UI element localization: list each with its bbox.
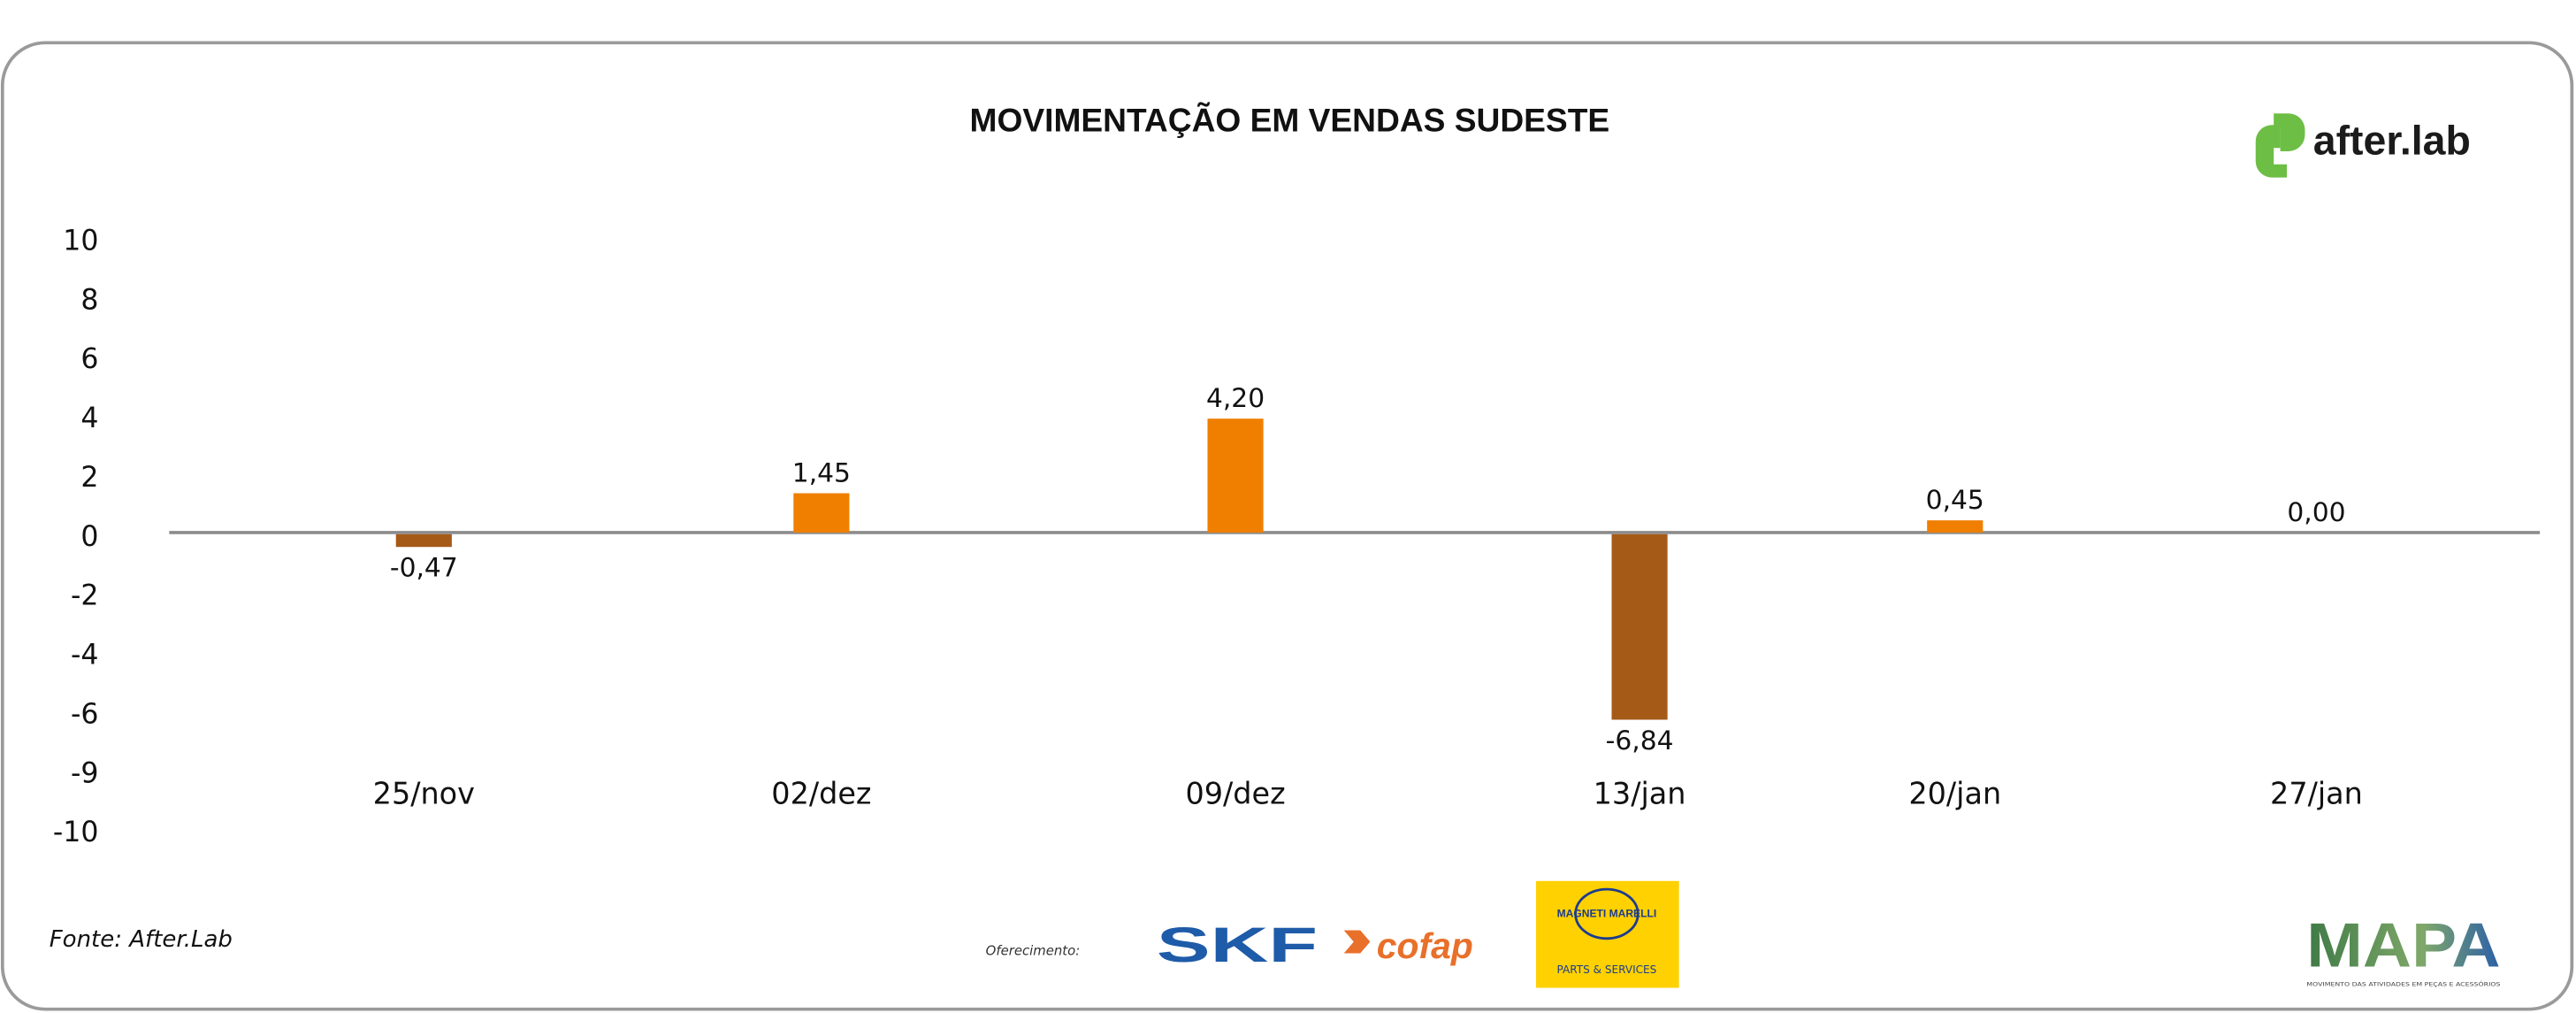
data-label: -6,84 <box>1606 725 1674 756</box>
afterlab-mark-icon <box>2274 113 2305 151</box>
parts-services-text: PARTS & SERVICES <box>1556 963 1656 976</box>
bar-09-dez <box>1207 418 1264 533</box>
bar-25-nov <box>395 533 452 548</box>
cofap-logo: cofap <box>1343 925 1473 966</box>
x-tick-label: 25/nov <box>373 776 475 810</box>
y-tick-label: -6 <box>71 698 99 730</box>
bar-20-jan <box>1927 520 1984 533</box>
mapa-wordmark: MAPA <box>2306 909 2500 979</box>
y-tick-label: 4 <box>80 403 98 434</box>
afterlab-wordmark: after.lab <box>2313 118 2471 164</box>
x-tick-label: 27/jan <box>2270 776 2363 810</box>
source-note: Fonte: After.Lab <box>50 926 233 953</box>
bar-02-dez <box>793 493 850 533</box>
data-label: 0,45 <box>1926 485 1984 516</box>
y-tick-label: -4 <box>71 640 99 671</box>
y-tick-label: 6 <box>80 343 98 375</box>
data-label: -0,47 <box>390 553 458 584</box>
chart-title: MOVIMENTAÇÃO EM VENDAS SUDESTE <box>970 102 1610 139</box>
mapa-tagline: MOVIMENTO DAS ATIVIDADES EM PEÇAS E ACES… <box>2306 982 2501 988</box>
data-label: 1,45 <box>792 457 851 488</box>
x-tick-label: 02/dez <box>771 776 871 810</box>
afterlab-mark-icon <box>2255 125 2288 178</box>
x-tick-label: 13/jan <box>1594 776 1686 810</box>
y-axis: 10 8 6 4 2 0 -2 -4 -6 -9 -10 <box>53 225 99 848</box>
y-tick-label: 0 <box>80 521 98 553</box>
magneti-marelli-wordmark: MAGNETI MARELLI <box>1557 908 1657 920</box>
x-tick-label: 09/dez <box>1185 776 1285 810</box>
bar-13-jan <box>1611 533 1668 720</box>
cofap-wordmark: cofap <box>1377 925 1473 966</box>
chart-frame <box>0 41 2574 1011</box>
cofap-mark-icon <box>1343 930 1371 954</box>
y-tick-label: -9 <box>71 757 99 789</box>
afterlab-logo: after.lab <box>2255 113 2471 178</box>
magneti-marelli-logo: MAGNETI MARELLI PARTS & SERVICES <box>1536 880 1679 988</box>
data-label: 4,20 <box>1206 383 1265 414</box>
data-label: 0,00 <box>2287 497 2345 528</box>
mapa-logo: MAPA MOVIMENTO DAS ATIVIDADES EM PEÇAS E… <box>2306 909 2501 987</box>
sponsor-label: Oferecimento: <box>986 942 1081 958</box>
skf-logo: SKF <box>1157 917 1318 972</box>
bars: -0,47 25/nov 1,45 02/dez 4,20 09/dez -6,84 13/j… <box>373 383 2363 810</box>
x-tick-label: 20/jan <box>1908 776 2001 810</box>
y-tick-label: 10 <box>63 225 98 257</box>
y-tick-label: 2 <box>80 462 98 494</box>
y-tick-label: 8 <box>80 284 98 316</box>
y-tick-label: -2 <box>71 580 99 612</box>
skf-wordmark: SKF <box>1157 917 1318 972</box>
y-tick-label: -10 <box>53 817 99 848</box>
